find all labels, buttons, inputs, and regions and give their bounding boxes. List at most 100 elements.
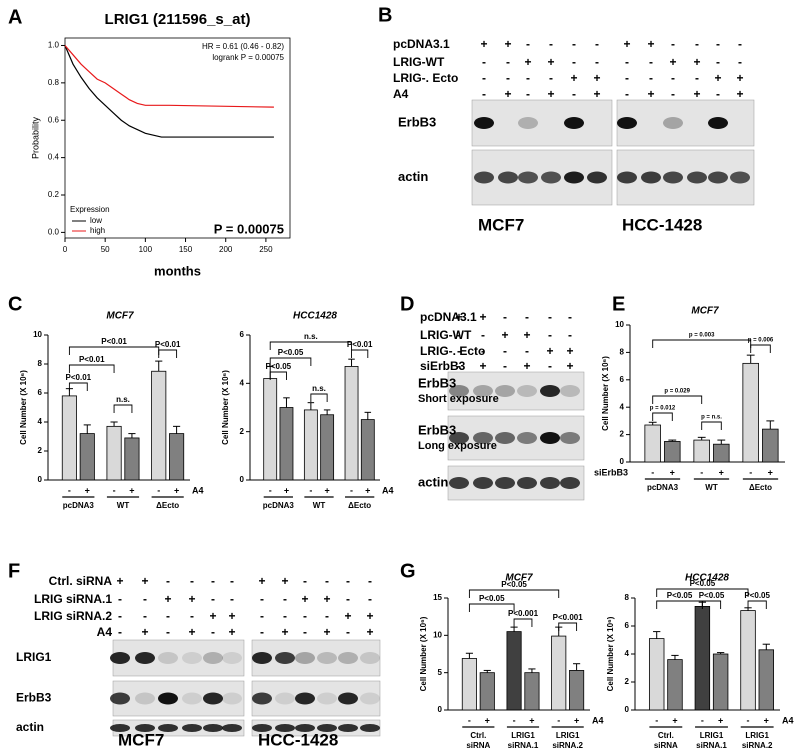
blot-band: [540, 432, 560, 444]
blot-band: [317, 692, 337, 705]
blot-band: [295, 724, 315, 732]
condition-label: LRIG-. Ecto: [420, 344, 485, 358]
y-tick-label: 6: [620, 375, 625, 384]
bar: [524, 672, 540, 711]
blot-band: [473, 432, 493, 444]
y-axis-label: Cell Number (X 10⁶): [606, 616, 615, 691]
y-tick-label: 6: [625, 621, 630, 630]
condition-label: LRIG-. Ecto: [393, 71, 458, 85]
condition-sign: -: [283, 609, 287, 623]
significance-bracket: [158, 349, 178, 358]
blot-label: ErbB3: [418, 375, 456, 390]
blot-band: [560, 477, 580, 489]
factor-label: A4: [192, 485, 204, 495]
blot-band: [275, 652, 295, 664]
condition-sign: -: [303, 574, 307, 588]
condition-sign: -: [595, 55, 599, 69]
factor-label: A4: [592, 715, 604, 725]
y-tick-label: 15: [433, 593, 442, 602]
category-label: -: [157, 485, 160, 495]
group-label: Ctrl.: [470, 731, 486, 740]
condition-sign: -: [457, 359, 461, 373]
y-tick-label: 4: [620, 402, 625, 411]
blot-band: [360, 724, 380, 732]
category-label: -: [701, 715, 704, 725]
condition-sign: -: [671, 37, 675, 51]
y-tick-label: 2: [38, 446, 43, 455]
group-label: LRIG1: [556, 731, 580, 740]
y-axis-label: Cell Number (X 10⁶): [19, 370, 28, 445]
y-tick-label: 0.0: [48, 228, 60, 237]
condition-sign: -: [143, 592, 147, 606]
condition-sign: +: [566, 344, 573, 358]
condition-sign: +: [479, 310, 486, 324]
bar: [551, 635, 567, 711]
y-tick-label: 10: [433, 630, 442, 639]
survival-line: [64, 45, 274, 108]
condition-sign: +: [501, 328, 508, 342]
condition-sign: +: [593, 87, 600, 101]
condition-sign: -: [695, 71, 699, 85]
category-label: -: [468, 715, 471, 725]
condition-sign: -: [118, 625, 122, 639]
condition-sign: -: [211, 592, 215, 606]
condition-sign: -: [346, 625, 350, 639]
condition-sign: -: [346, 574, 350, 588]
condition-sign: -: [303, 609, 307, 623]
group-label: siRNA.2: [742, 741, 773, 750]
blot-band: [564, 171, 584, 184]
condition-sign: +: [647, 37, 654, 51]
cell-line-label: HCC-1428: [258, 730, 338, 749]
panel-label: F: [8, 560, 20, 582]
x-tick-label: 100: [139, 245, 153, 254]
condition-sign: -: [118, 592, 122, 606]
condition-sign: -: [190, 609, 194, 623]
significance-bracket: [701, 600, 722, 609]
significance-label: P<0.05: [690, 579, 716, 588]
condition-sign: +: [323, 592, 330, 606]
condition-sign: +: [736, 71, 743, 85]
condition-sign: -: [260, 592, 264, 606]
category-label: +: [365, 485, 370, 495]
blot-band: [641, 171, 661, 184]
bar: [360, 419, 375, 481]
category-label: -: [68, 485, 71, 495]
condition-sign: -: [166, 625, 170, 639]
condition-sign: -: [506, 55, 510, 69]
group-label: Ctrl.: [658, 731, 674, 740]
significance-label: p = 0.006: [748, 338, 774, 344]
significance-bracket: [269, 357, 312, 366]
y-axis-label: Cell Number (X 10⁶): [221, 370, 230, 445]
significance-bracket: [269, 371, 287, 380]
blot-label: actin: [418, 474, 448, 489]
y-tick-label: 0.4: [48, 153, 60, 162]
group-label: siRNA.1: [696, 741, 727, 750]
blot-label: actin: [398, 169, 428, 184]
cell-line-label: MCF7: [478, 215, 524, 234]
blot-band: [540, 477, 560, 489]
blot-band: [518, 171, 538, 184]
condition-sign: -: [548, 359, 552, 373]
condition-sign: +: [455, 310, 462, 324]
blot-band: [222, 652, 242, 664]
bar: [667, 659, 683, 711]
group-label: ΔEcto: [156, 501, 179, 510]
condition-sign: +: [141, 625, 148, 639]
condition-sign: -: [716, 87, 720, 101]
y-tick-label: 0.6: [48, 115, 60, 124]
condition-sign: -: [595, 37, 599, 51]
condition-sign: -: [481, 328, 485, 342]
y-tick-label: 0: [438, 705, 443, 714]
blot-band: [252, 692, 272, 705]
y-tick-label: 0: [620, 457, 625, 466]
blot-band: [203, 692, 223, 705]
group-label: siRNA: [466, 741, 490, 750]
condition-sign: -: [695, 37, 699, 51]
blot-band: [587, 171, 607, 184]
condition-sign: +: [504, 37, 511, 51]
significance-bracket: [558, 622, 578, 631]
condition-sign: -: [671, 87, 675, 101]
category-label: -: [513, 715, 516, 725]
bar: [461, 658, 477, 711]
group-label: WT: [705, 483, 718, 492]
